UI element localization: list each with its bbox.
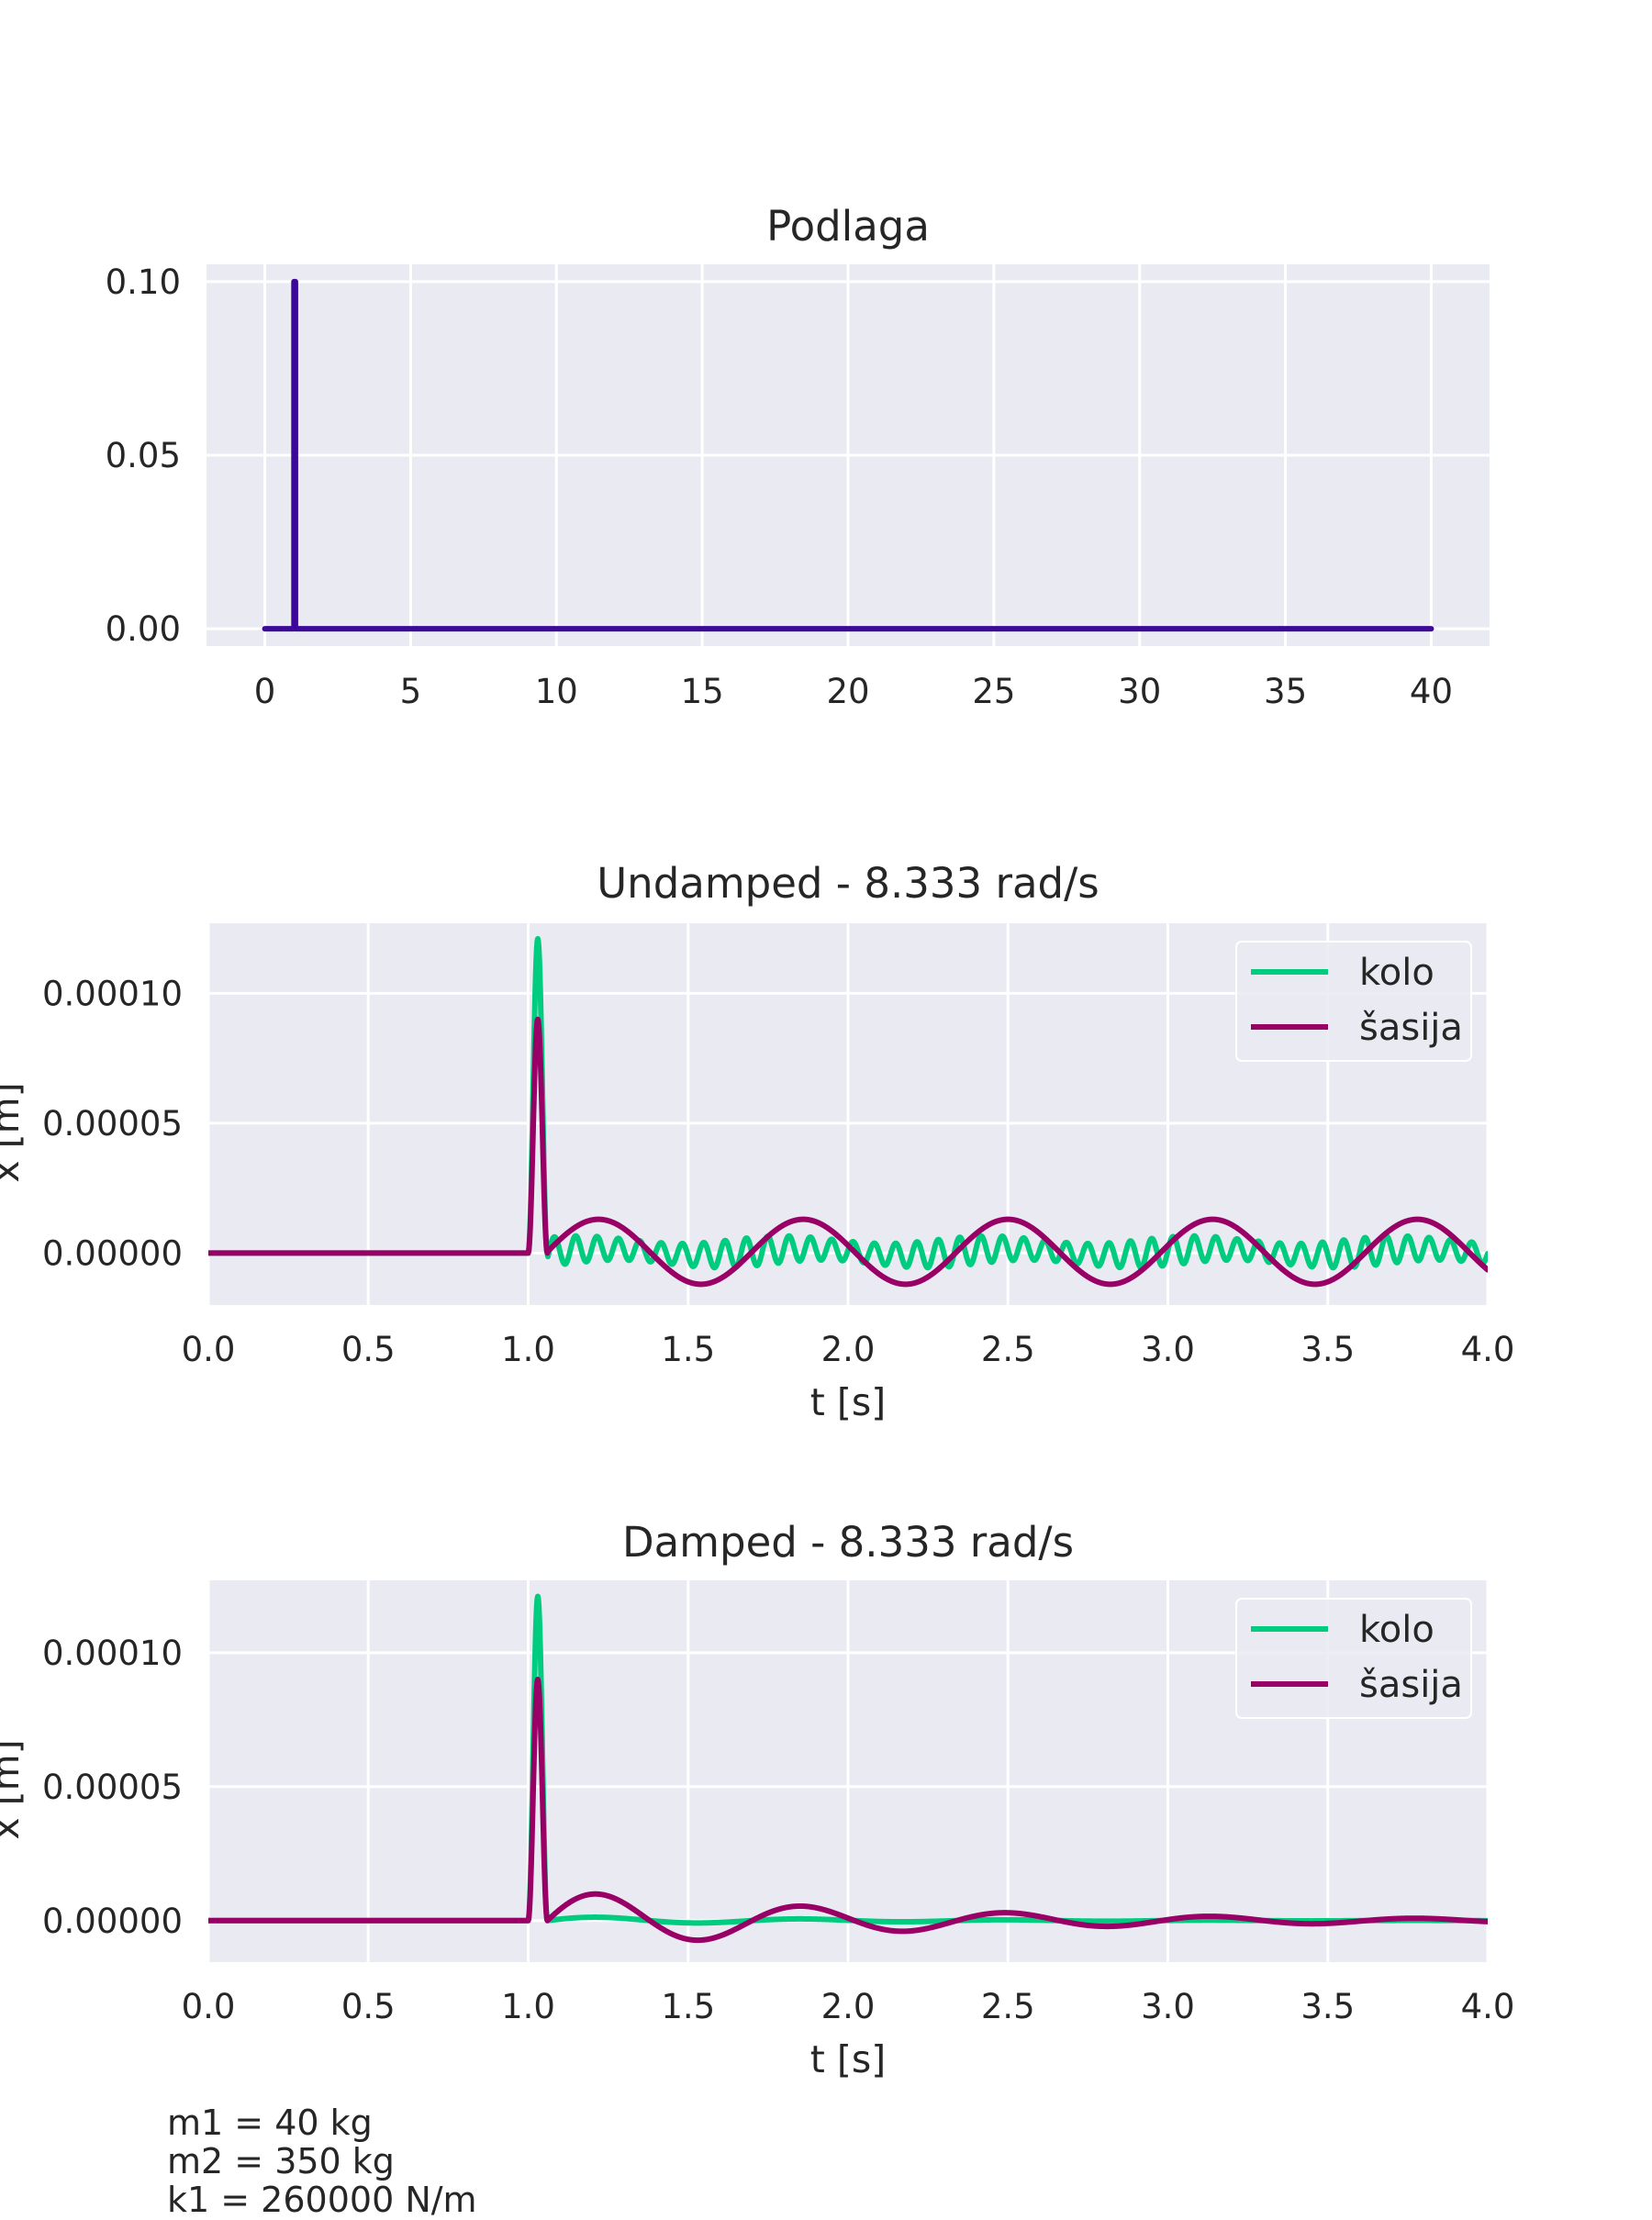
chart-title: Undamped - 8.333 rad/s (597, 859, 1099, 908)
x-tick-label: 3.5 (1300, 1330, 1355, 1369)
series-line-asija (208, 1677, 1488, 1944)
y-tick-label: 0.10 (106, 262, 181, 302)
y-tick-label: 0.05 (106, 436, 181, 475)
y-tick-label: 0.00010 (42, 974, 183, 1013)
x-tick-label: 2.0 (821, 1330, 876, 1369)
x-axis-label: t [s] (810, 2037, 886, 2081)
x-tick-label: 15 (681, 672, 724, 711)
legend-label: šasija (1359, 1664, 1463, 1706)
x-tick-label: 4.0 (1461, 1330, 1515, 1369)
x-tick-label: 2.5 (981, 1987, 1035, 2026)
legend-label: kolo (1359, 952, 1434, 994)
chart-panel-damped: Damped - 8.333 rad/s 0.0 0.5 1.0 1.5 2.0 2.5 3.… (0, 1518, 1514, 2081)
y-tick-label: 0.00000 (42, 1902, 183, 1941)
x-tick-label: 1.0 (501, 1330, 555, 1369)
x-tick-label: 3.5 (1300, 1987, 1355, 2026)
legend-label: kolo (1359, 1609, 1434, 1651)
chart-title: Damped - 8.333 rad/s (622, 1518, 1074, 1567)
parameter-m1: m1 = 40 kg (167, 2103, 373, 2143)
x-tick-label: 35 (1264, 672, 1307, 711)
x-tick-label: 3.0 (1141, 1987, 1195, 2026)
y-tick-label: 0.00010 (42, 1634, 183, 1673)
x-tick-label: 2.5 (981, 1330, 1035, 1369)
x-tick-label: 0.0 (182, 1987, 236, 2026)
x-tick-label: 0.0 (182, 1330, 236, 1369)
chart-title: Podlaga (766, 202, 930, 251)
x-tick-label: 40 (1410, 672, 1453, 711)
legend: kolo šasija (1235, 1598, 1472, 1719)
series-line-asija (208, 1016, 1488, 1288)
y-axis-label: x [m] (0, 1739, 28, 1839)
x-tick-label: 4.0 (1461, 1987, 1515, 2026)
y-axis-label: x [m] (0, 1082, 28, 1182)
chart-panel-podlaga: Podlaga 0 5 10 15 20 25 30 35 40 0.00 0.05 0.10 (106, 202, 1490, 711)
series-line-signal (262, 278, 1434, 632)
y-tick-label: 0.00 (106, 609, 181, 649)
y-tick-label: 0.00000 (42, 1233, 183, 1273)
x-tick-label: 0.5 (341, 1987, 396, 2026)
x-tick-label: 30 (1118, 672, 1161, 711)
x-tick-label: 1.5 (661, 1987, 715, 2026)
x-tick-label: 1.0 (501, 1987, 555, 2026)
y-tick-label: 0.00005 (42, 1104, 183, 1143)
x-tick-label: 10 (535, 672, 578, 711)
x-tick-label: 3.0 (1141, 1330, 1195, 1369)
x-tick-label: 1.5 (661, 1330, 715, 1369)
chart-panel-undamped: Undamped - 8.333 rad/s 0.0 0.5 1.0 1.5 2.0 2.5… (0, 859, 1514, 1424)
x-tick-label: 20 (826, 672, 869, 711)
x-tick-label: 0 (254, 672, 276, 711)
parameter-list: m1 = 40 kg m2 = 350 kg k1 = 260000 N/m (167, 2103, 477, 2219)
x-tick-label: 2.0 (821, 1987, 876, 2026)
parameter-m2: m2 = 350 kg (167, 2141, 395, 2181)
x-axis-label: t [s] (810, 1380, 886, 1424)
y-tick-label: 0.00005 (42, 1768, 183, 1807)
x-tick-label: 5 (400, 672, 422, 711)
legend: kolo šasija (1235, 941, 1472, 1062)
x-tick-label: 25 (972, 672, 1015, 711)
parameter-k1: k1 = 260000 N/m (167, 2180, 477, 2220)
x-tick-label: 0.5 (341, 1330, 396, 1369)
legend-label: šasija (1359, 1007, 1463, 1049)
